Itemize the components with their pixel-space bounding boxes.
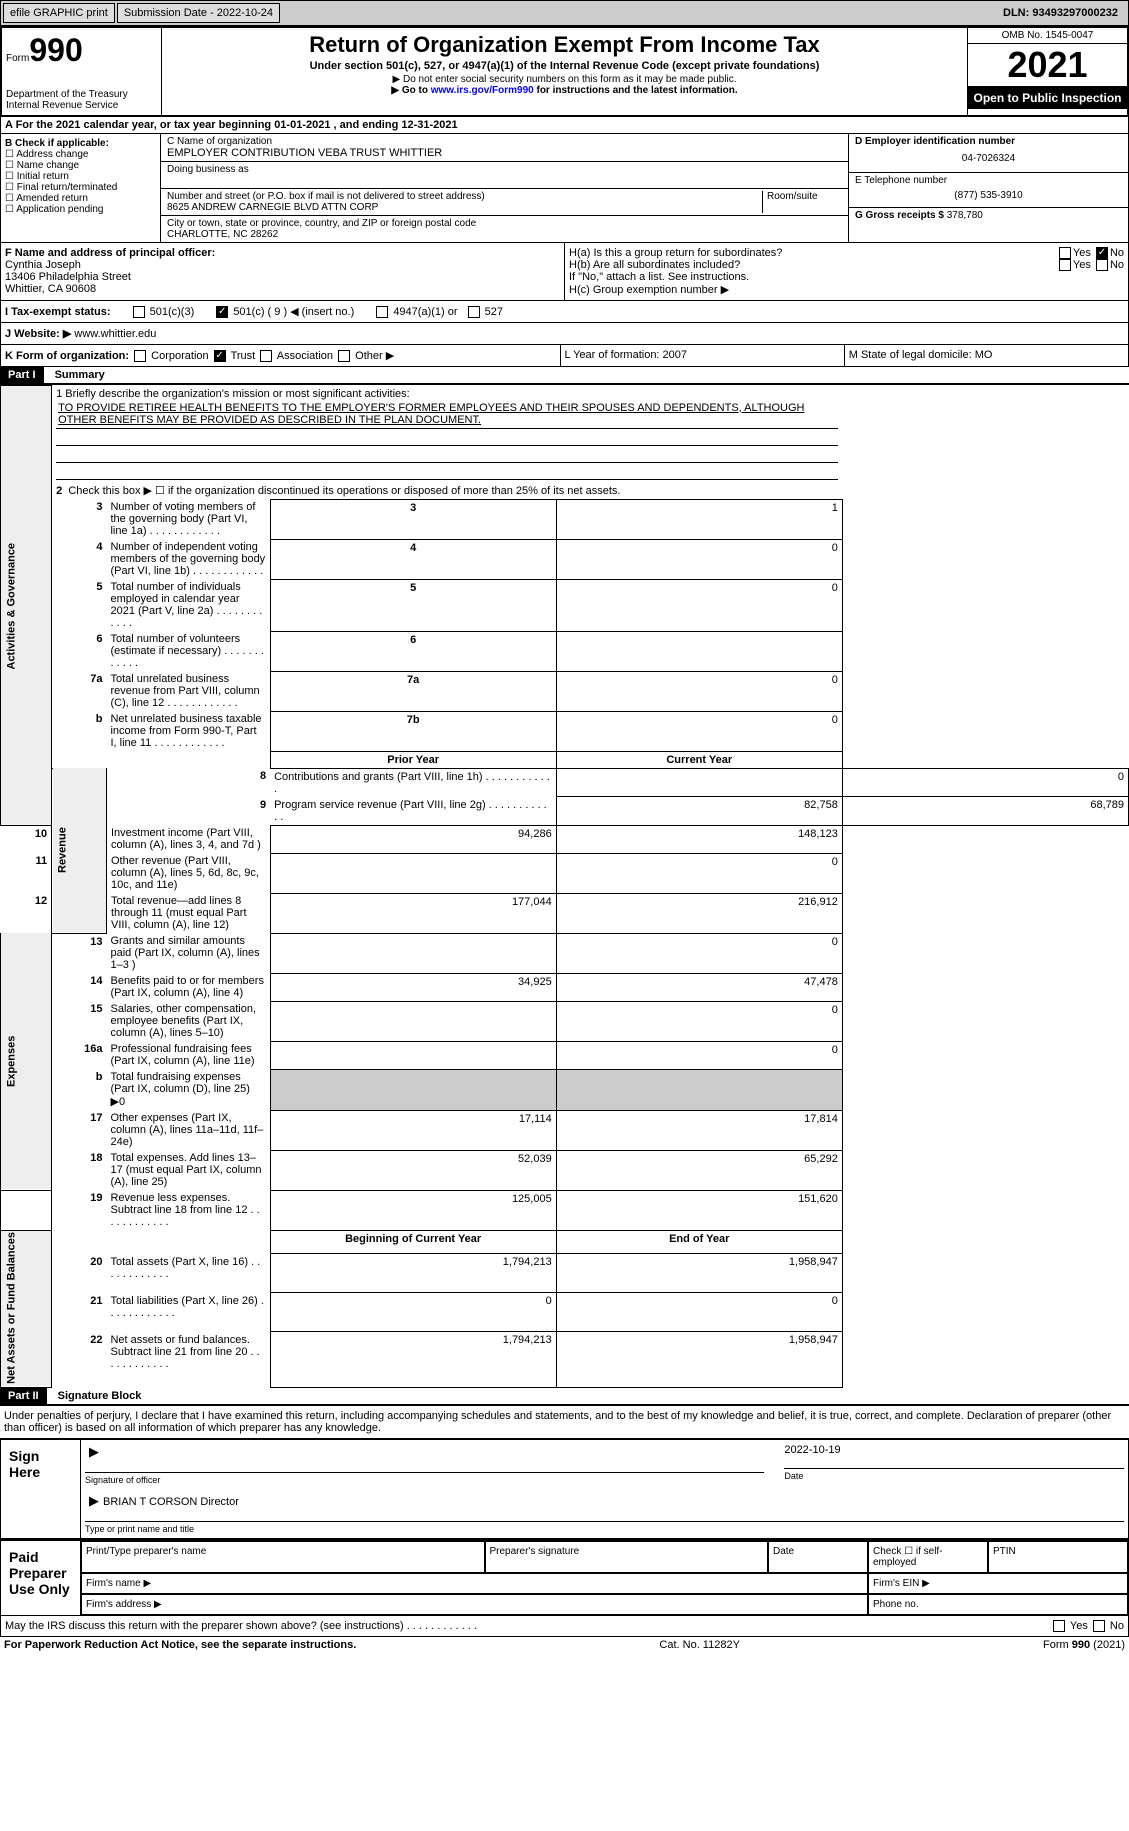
- irs-no[interactable]: [1093, 1620, 1105, 1632]
- check-amended[interactable]: ☐ Amended return: [5, 193, 156, 204]
- summary-table: Activities & Governance 1 Briefly descri…: [0, 385, 1129, 1387]
- sign-here-section: Sign Here ▶Signature of officer 2022-10-…: [0, 1438, 1129, 1539]
- 501c3-check[interactable]: [133, 306, 145, 318]
- org-city: CHARLOTTE, NC 28262: [167, 229, 842, 240]
- col-h-group: H(a) Is this a group return for subordin…: [565, 243, 1128, 300]
- may-irs-row: May the IRS discuss this return with the…: [0, 1616, 1129, 1637]
- part2-header: Part II: [0, 1388, 47, 1404]
- goto-note: ▶ Go to www.irs.gov/Form990 for instruct…: [166, 85, 963, 96]
- col-b-checkboxes: B Check if applicable: ☐ Address change …: [1, 134, 161, 242]
- ha-no[interactable]: [1096, 247, 1108, 259]
- part1-header: Part I: [0, 367, 44, 383]
- part1-bar: Part I Summary: [0, 367, 1129, 385]
- vtab-netassets: Net Assets or Fund Balances: [1, 1230, 52, 1387]
- form-label: Form: [6, 53, 29, 64]
- col-c-org: C Name of organization EMPLOYER CONTRIBU…: [161, 134, 848, 242]
- open-public: Open to Public Inspection: [968, 87, 1127, 109]
- section-bcd: B Check if applicable: ☐ Address change …: [0, 134, 1129, 243]
- col-d-ein: D Employer identification number 04-7026…: [848, 134, 1128, 242]
- website-row: J Website: ▶ www.whittier.edu: [0, 323, 1129, 345]
- 4947-check[interactable]: [376, 306, 388, 318]
- tax-year: 2021: [968, 44, 1127, 87]
- hb-yes[interactable]: [1059, 259, 1071, 271]
- form-header: Form990 Department of the Treasury Inter…: [0, 26, 1129, 117]
- org-name: EMPLOYER CONTRIBUTION VEBA TRUST WHITTIE…: [167, 147, 842, 159]
- korg-row: K Form of organization: Corporation Trus…: [0, 345, 1129, 367]
- footer-row: For Paperwork Reduction Act Notice, see …: [0, 1637, 1129, 1653]
- officer-name: BRIAN T CORSON Director: [103, 1496, 239, 1508]
- 527-check[interactable]: [468, 306, 480, 318]
- check-address[interactable]: ☐ Address change: [5, 149, 156, 160]
- penalty-text: Under penalties of perjury, I declare th…: [0, 1406, 1129, 1438]
- gross-receipts: 378,780: [947, 210, 983, 221]
- check-final[interactable]: ☐ Final return/terminated: [5, 182, 156, 193]
- form-title: Return of Organization Exempt From Incom…: [166, 32, 963, 58]
- tax-exempt-row: I Tax-exempt status: 501(c)(3) 501(c) ( …: [0, 301, 1129, 323]
- phone: (877) 535-3910: [855, 186, 1122, 205]
- submission-date: Submission Date - 2022-10-24: [117, 3, 280, 23]
- mission-text: TO PROVIDE RETIREE HEALTH BENEFITS TO TH…: [56, 400, 838, 429]
- check-pending[interactable]: ☐ Application pending: [5, 204, 156, 215]
- ha-yes[interactable]: [1059, 247, 1071, 259]
- irs-link[interactable]: www.irs.gov/Form990: [431, 85, 534, 96]
- check-initial[interactable]: ☐ Initial return: [5, 171, 156, 182]
- row-a-tax-year: A For the 2021 calendar year, or tax yea…: [0, 117, 1129, 134]
- efile-button[interactable]: efile GRAPHIC print: [3, 3, 115, 23]
- 501c-check[interactable]: [216, 306, 228, 318]
- check-name[interactable]: ☐ Name change: [5, 160, 156, 171]
- form-subtitle: Under section 501(c), 527, or 4947(a)(1)…: [166, 60, 963, 72]
- vtab-activities: Activities & Governance: [1, 386, 52, 826]
- part2-bar: Part II Signature Block: [0, 1388, 1129, 1406]
- dept-treasury: Department of the Treasury Internal Reve…: [6, 89, 157, 111]
- vtab-expenses: Expenses: [1, 933, 52, 1190]
- hb-no[interactable]: [1096, 259, 1108, 271]
- dln: DLN: 93493297000232: [997, 4, 1124, 22]
- website-value: www.whittier.edu: [74, 328, 156, 340]
- omb-number: OMB No. 1545-0047: [968, 28, 1127, 44]
- ssn-note: ▶ Do not enter social security numbers o…: [166, 74, 963, 85]
- col-f-officer: F Name and address of principal officer:…: [1, 243, 565, 300]
- vtab-revenue: Revenue: [52, 768, 107, 933]
- section-fgh: F Name and address of principal officer:…: [0, 243, 1129, 301]
- paid-preparer-section: Paid Preparer Use Only Print/Type prepar…: [0, 1539, 1129, 1616]
- ein: 04-7026324: [855, 147, 1122, 170]
- top-bar: efile GRAPHIC print Submission Date - 20…: [0, 0, 1129, 26]
- form-number: 990: [29, 32, 82, 68]
- irs-yes[interactable]: [1053, 1620, 1065, 1632]
- org-address: 8625 ANDREW CARNEGIE BLVD ATTN CORP: [167, 202, 762, 213]
